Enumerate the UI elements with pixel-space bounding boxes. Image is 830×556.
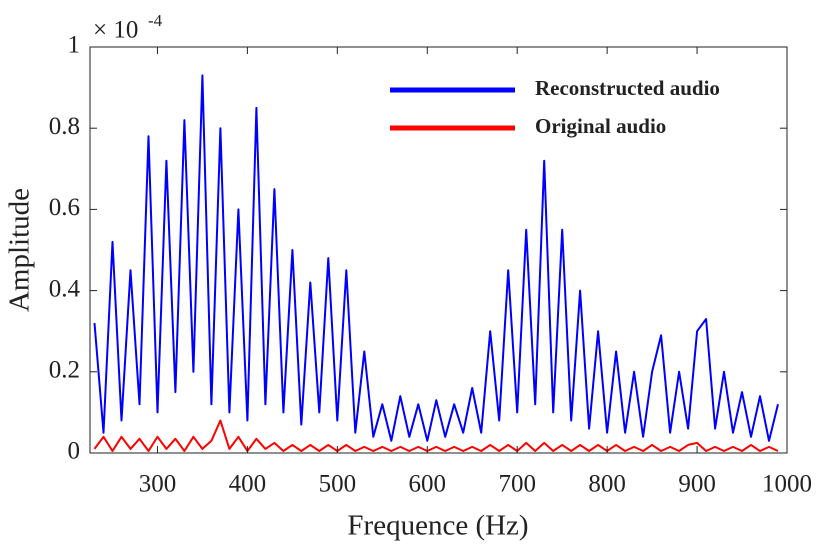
x-tick-label: 1000 [762,471,812,498]
y-tick-label: 1 [68,32,81,59]
plot-frame [89,46,788,454]
y-multiplier-exponent: -4 [148,11,163,30]
x-tick-label: 800 [588,471,626,498]
x-tick-label: 500 [319,471,357,498]
x-tick-label: 900 [678,471,716,498]
x-tick-label: 700 [498,471,536,498]
x-tick-label: 400 [229,471,267,498]
x-tick-label: 300 [139,471,177,498]
y-tick-label: 0.8 [49,113,80,140]
legend-label: Original audio [535,114,666,138]
legend-label: Reconstructed audio [535,76,720,100]
x-axis-label: Frequence (Hz) [347,510,528,542]
y-tick-label: 0.6 [49,194,80,221]
y-tick-label: 0.2 [49,357,80,384]
y-tick-label: 0 [68,438,81,465]
x-tick-label: 600 [409,471,447,498]
data-line [93,74,779,442]
y-multiplier: × 10 [93,17,138,44]
data-line [93,419,779,452]
y-axis-label: Amplitude [4,188,36,312]
y-tick-label: 0.4 [49,275,81,302]
